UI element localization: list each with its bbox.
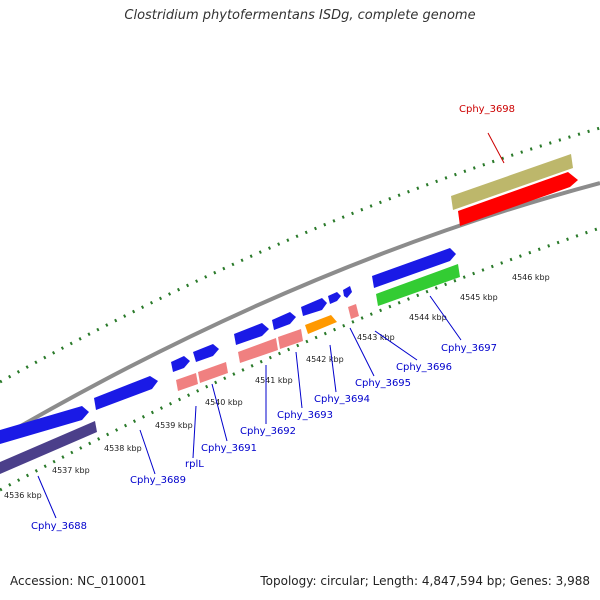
kbp-label: 4537 kbp	[52, 466, 90, 475]
kbp-label: 4541 kbp	[255, 376, 293, 385]
gene-cphy-3695[interactable]	[328, 292, 341, 304]
gene-cphy-3688[interactable]	[0, 406, 89, 444]
kbp-label: 4542 kbp	[306, 355, 344, 364]
gene-cphy-3695-rev[interactable]	[348, 304, 359, 319]
gene-cphy-3688-rev[interactable]	[0, 421, 97, 474]
gene-cphy-3694-rev[interactable]	[305, 315, 337, 334]
gene-label-cphy-3694[interactable]: Cphy_3694	[314, 394, 370, 405]
gene-cphy-3691[interactable]	[193, 344, 219, 362]
gene-cphy-3691-rev[interactable]	[198, 362, 228, 383]
gene-label-cphy-3689[interactable]: Cphy_3689	[130, 475, 186, 486]
gene-label-cphy-3692[interactable]: Cphy_3692	[240, 426, 296, 437]
forward-strand-genes	[0, 248, 456, 444]
gene-cphy-3692[interactable]	[234, 323, 269, 345]
gene-cphy-3698-a[interactable]	[451, 154, 573, 210]
gene-cphy-3698-b[interactable]	[458, 172, 578, 226]
inner-tick-ring	[0, 226, 600, 492]
gene-cphy-3689[interactable]	[94, 376, 158, 410]
gene-cphy-3697[interactable]	[372, 248, 456, 288]
kbp-label: 4544 kbp	[409, 313, 447, 322]
reverse-strand-genes	[0, 154, 578, 474]
gene-label-cphy-3696[interactable]: Cphy_3696	[396, 362, 452, 373]
accession-text: Accession: NC_010001	[10, 574, 147, 588]
gene-cphy-3693-rev[interactable]	[278, 329, 303, 349]
kbp-label: 4540 kbp	[205, 398, 243, 407]
gene-cphy-3689-rev[interactable]	[176, 373, 198, 391]
map-title: Clostridium phytofermentans ISDg, comple…	[124, 8, 476, 23]
gene-rplL[interactable]	[171, 356, 190, 372]
genome-backbone	[0, 181, 600, 440]
gene-cphy-3696-rev[interactable]	[376, 264, 460, 306]
gene-labels: Cphy_3688 Cphy_3689 rplL Cphy_3691 Cphy_…	[31, 104, 515, 532]
gene-label-cphy-3695[interactable]: Cphy_3695	[355, 378, 411, 389]
topology-text: Topology: circular; Length: 4,847,594 bp…	[260, 574, 590, 588]
gene-label-cphy-3693[interactable]: Cphy_3693	[277, 410, 333, 421]
gene-label-cphy-3688[interactable]: Cphy_3688	[31, 521, 87, 532]
gene-cphy-3692-rev[interactable]	[238, 338, 278, 363]
kbp-label: 4536 kbp	[4, 491, 42, 500]
gene-label-rplL[interactable]: rplL	[185, 459, 204, 470]
gene-cphy-3694[interactable]	[301, 298, 327, 316]
gene-label-cphy-3697[interactable]: Cphy_3697	[441, 343, 497, 354]
label-leader-lines	[37, 132, 505, 519]
kbp-label: 4546 kbp	[512, 273, 550, 282]
gene-label-cphy-3691[interactable]: Cphy_3691	[201, 443, 257, 454]
kbp-tick-labels: 4536 kbp 4537 kbp 4538 kbp 4539 kbp 4540…	[4, 273, 550, 500]
gene-cphy-3693[interactable]	[272, 312, 296, 330]
kbp-label: 4538 kbp	[104, 444, 142, 453]
outer-tick-ring	[0, 126, 600, 384]
gene-cphy-3695b[interactable]	[343, 286, 352, 298]
gene-label-cphy-3698[interactable]: Cphy_3698	[459, 104, 515, 115]
kbp-label: 4545 kbp	[460, 293, 498, 302]
kbp-label: 4543 kbp	[357, 333, 395, 342]
kbp-label: 4539 kbp	[155, 421, 193, 430]
